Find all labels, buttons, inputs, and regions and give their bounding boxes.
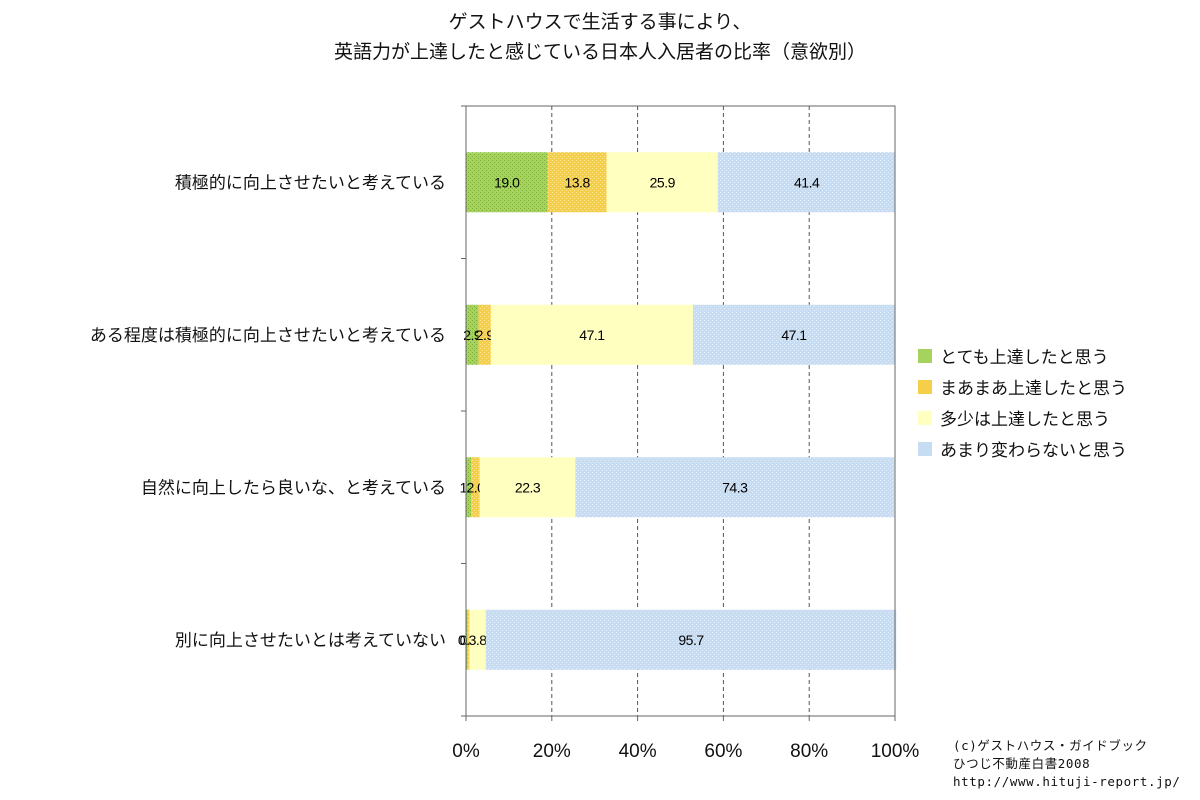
x-tick-label: 40% bbox=[619, 741, 657, 762]
category-label: 積極的に向上させたいと考えている bbox=[175, 173, 446, 193]
data-label: 47.1 bbox=[781, 327, 807, 343]
legend-label: とても上達したと思う bbox=[940, 348, 1109, 368]
data-label: 22.3 bbox=[515, 479, 541, 495]
bar-segment bbox=[547, 152, 607, 213]
legend-item: まあまあ上達したと思う bbox=[918, 371, 1188, 402]
chart-title-line-2: 英語力が上達したと感じている日本人入居者の比率（意欲別） bbox=[333, 41, 866, 63]
data-label: 74.3 bbox=[722, 479, 748, 495]
category-label: 別に向上させたいとは考えていない bbox=[175, 631, 446, 651]
legend-swatch bbox=[918, 348, 932, 363]
bar-segment bbox=[490, 304, 693, 365]
bar-segment bbox=[466, 304, 479, 365]
data-label: 2.9 bbox=[476, 327, 495, 343]
bar-segment bbox=[478, 304, 491, 365]
x-tick-label: 20% bbox=[533, 741, 571, 762]
credit-line-1: (c)ゲストハウス・ガイドブック bbox=[953, 738, 1148, 753]
data-label: 19.0 bbox=[494, 174, 520, 190]
legend-label: まあまあ上達したと思う bbox=[940, 379, 1127, 399]
bar-segment bbox=[692, 304, 895, 365]
bar-layer: 19.0 13.8 25.9 41.42.92.9 47.1 47.11.22.0 22.3… bbox=[458, 152, 897, 670]
x-tick-label: 0% bbox=[452, 741, 480, 762]
legend-swatch bbox=[918, 379, 932, 394]
x-tick-label: 80% bbox=[790, 741, 828, 762]
bar-segment bbox=[469, 609, 486, 670]
data-label: 2.9 bbox=[463, 327, 482, 343]
data-label: 3.8 bbox=[469, 632, 488, 648]
bar-segment bbox=[466, 609, 468, 670]
legend-item: とても上達したと思う bbox=[918, 340, 1188, 371]
x-tick-label: 100% bbox=[871, 741, 920, 762]
data-label: 13.8 bbox=[564, 174, 590, 190]
legend-label: 多少は上達したと思う bbox=[940, 410, 1110, 430]
chart-title-line-1: ゲストハウスで生活する事により、 bbox=[448, 11, 752, 33]
legend-swatch bbox=[918, 410, 932, 425]
bar-segment bbox=[467, 609, 470, 670]
data-label: 25.9 bbox=[650, 174, 676, 190]
bar-segment bbox=[606, 152, 718, 213]
legend-item: 多少は上達したと思う bbox=[918, 402, 1188, 433]
credit-line-2: ひつじ不動産白書2008 bbox=[953, 756, 1091, 771]
data-label: 41.4 bbox=[794, 174, 820, 190]
x-tick-label: 60% bbox=[704, 741, 742, 762]
category-label: ある程度は積極的に向上させたいと考えている bbox=[90, 326, 446, 346]
data-label: 95.7 bbox=[678, 632, 704, 648]
copyright-credit: (c)ゲストハウス・ガイドブック ひつじ不動産白書2008 http://www… bbox=[953, 737, 1193, 791]
bar-segment bbox=[575, 457, 895, 518]
legend-item: あまり変わらないと思う bbox=[918, 433, 1188, 464]
category-label: 自然に向上したら良いな、と考えている bbox=[141, 478, 446, 498]
data-label: 47.1 bbox=[579, 327, 605, 343]
bar-segment bbox=[717, 152, 896, 213]
bar-segment bbox=[466, 152, 548, 213]
legend-label: あまり変わらないと思う bbox=[940, 441, 1127, 461]
bar-segment bbox=[471, 457, 480, 518]
bar-segment bbox=[466, 457, 472, 518]
legend: とても上達したと思う まあまあ上達したと思う 多少は上達したと思う あまり変わらないと… bbox=[918, 340, 1188, 464]
credit-line-3: http://www.hituji-report.jp/ bbox=[953, 774, 1181, 789]
legend-swatch bbox=[918, 441, 932, 456]
axis-layer: 積極的に向上させたいと考えているある程度は積極的に向上させたいと考えている自然に… bbox=[90, 105, 920, 762]
bar-segment bbox=[479, 457, 576, 518]
bar-segment bbox=[485, 609, 897, 670]
